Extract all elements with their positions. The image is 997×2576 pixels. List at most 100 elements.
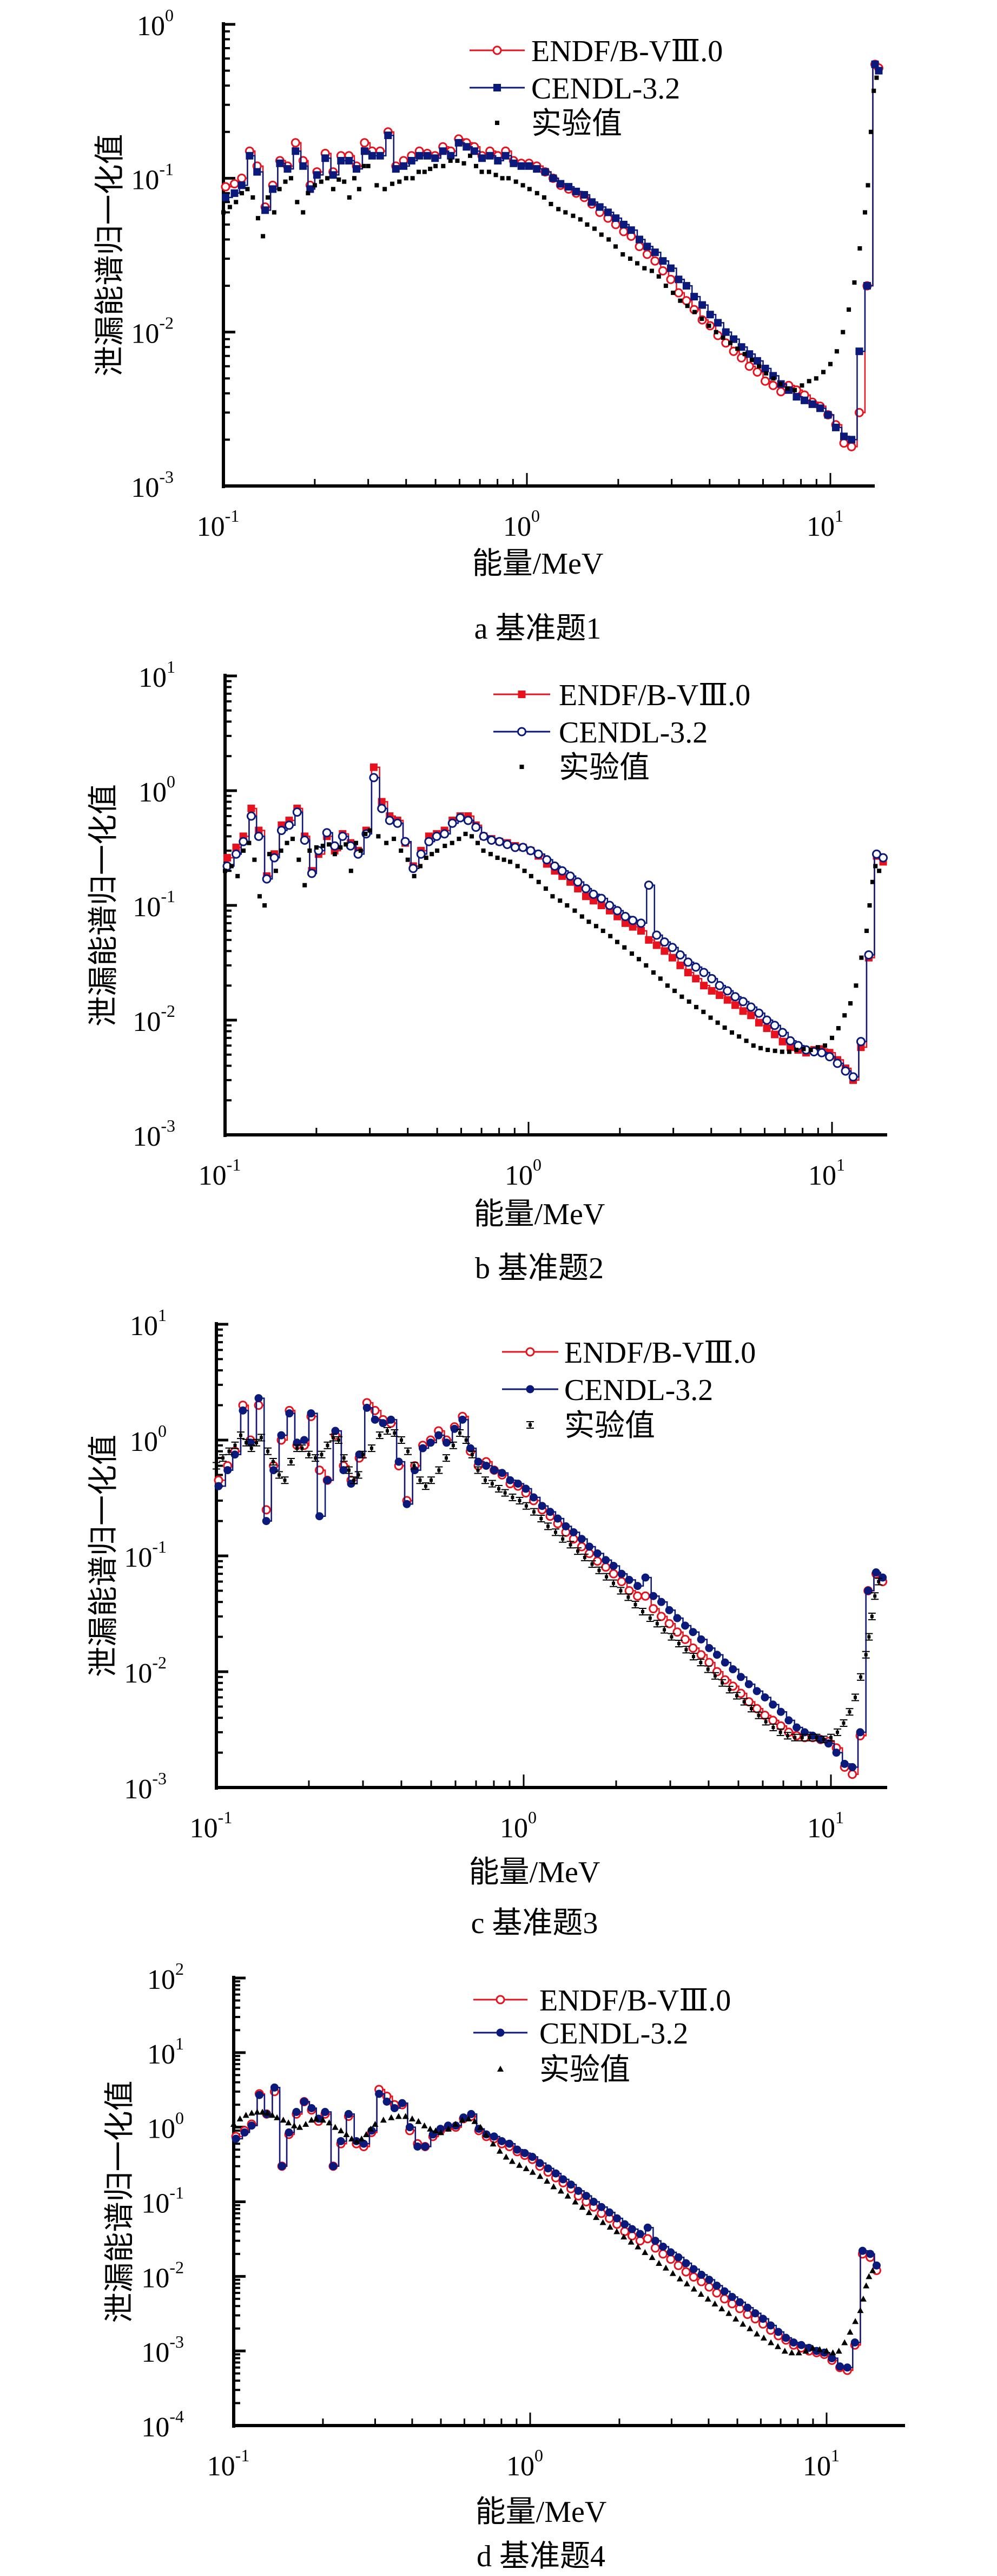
cendl-point	[840, 1759, 849, 1768]
endf-point	[692, 975, 700, 983]
endf-point	[778, 1037, 787, 1046]
cendl-point	[628, 916, 638, 925]
cendl-point	[402, 1500, 411, 1508]
cendl-point	[744, 1680, 753, 1688]
cendl-point	[840, 432, 848, 441]
cendl-point	[643, 242, 651, 251]
exp-point	[672, 988, 677, 993]
exp-point	[701, 1009, 706, 1014]
exp-point	[530, 1508, 538, 1516]
exp-point	[685, 304, 690, 308]
x-tick-exponent: 0	[533, 1155, 542, 1174]
exp-point	[325, 176, 330, 181]
exp-point	[636, 957, 641, 962]
cendl-point	[856, 1728, 864, 1737]
exp-point	[848, 1001, 853, 1006]
exp-point	[795, 2349, 802, 2356]
cendl-point	[872, 2261, 881, 2270]
exp-point	[495, 1484, 503, 1493]
cendl-point	[384, 132, 392, 140]
cendl-point	[850, 2338, 859, 2347]
y-tick-exponent: -2	[152, 1653, 167, 1672]
exp-point	[231, 1441, 239, 1449]
exp-point	[288, 176, 293, 181]
x-tick-exponent: 1	[836, 1155, 845, 1174]
cendl-point	[246, 152, 254, 160]
exp-point	[857, 2307, 864, 2314]
x-tick-base: 10	[807, 1813, 835, 1844]
cendl-point	[510, 843, 520, 852]
exp-point	[279, 848, 283, 853]
exp-point	[776, 1728, 784, 1736]
exp-point	[537, 2173, 544, 2179]
cendl-point	[431, 154, 439, 162]
exp-point	[809, 2344, 816, 2351]
exp-point	[320, 844, 325, 849]
legend-marker	[496, 2028, 505, 2037]
cendl-point	[471, 823, 481, 832]
exp-point	[336, 177, 341, 182]
exp-point	[468, 153, 473, 158]
exp-point	[374, 183, 379, 188]
exp-point	[308, 2117, 315, 2123]
cendl-point	[529, 1493, 538, 1502]
exp-point	[435, 1466, 443, 1474]
endf-point	[723, 996, 731, 1004]
cendl-point	[321, 154, 329, 162]
series-exp	[230, 2108, 876, 2356]
series-cendl	[222, 773, 888, 1082]
legend-marker	[493, 84, 501, 91]
exp-point	[513, 179, 518, 184]
exp-point	[404, 176, 408, 181]
exp-point	[834, 1728, 842, 1736]
cendl-point	[331, 1427, 340, 1435]
exp-point	[281, 1476, 289, 1484]
cendl-point	[723, 986, 732, 996]
cendl-point	[824, 1739, 833, 1748]
exp-point	[732, 2315, 740, 2322]
cendl-point	[426, 1438, 435, 1447]
exp-point	[522, 1502, 530, 1510]
cendl-point	[517, 162, 525, 170]
exp-point	[265, 195, 270, 200]
exp-point	[455, 158, 460, 163]
exp-point	[563, 210, 568, 215]
endf-point	[739, 1007, 747, 1015]
legend-item-cendl: CENDL-3.2	[493, 716, 708, 750]
cendl-point	[832, 1749, 841, 1757]
cendl-point	[375, 2089, 384, 2098]
cendl-point	[643, 2223, 652, 2232]
exp-point	[338, 2127, 345, 2133]
exp-point	[408, 2115, 415, 2121]
cendl-point	[761, 1693, 769, 1701]
y-tick-exponent: -1	[169, 2183, 184, 2203]
exp-point	[571, 213, 576, 218]
exp-point	[488, 1480, 496, 1488]
y-axis-title: 泄漏能谱归一化值	[94, 134, 127, 377]
exp-point	[697, 2290, 704, 2297]
exp-point	[704, 2295, 711, 2302]
exp-point	[794, 1048, 799, 1053]
exp-point	[692, 310, 697, 314]
exp-point	[421, 1482, 430, 1490]
legend-item-exp: 实验值	[526, 1409, 655, 1443]
cendl-point	[728, 2292, 736, 2301]
x-tick-base: 10	[803, 2451, 831, 2482]
endf-point	[597, 902, 605, 909]
cendl-point	[762, 1015, 772, 1025]
exp-point	[245, 187, 250, 192]
exp-point	[656, 274, 661, 279]
exp-point	[808, 1048, 813, 1053]
cendl-point	[864, 1586, 873, 1595]
cendl-point	[336, 2137, 345, 2145]
exp-point	[740, 1698, 748, 1706]
exp-point	[347, 195, 352, 200]
cendl-point	[746, 1002, 756, 1012]
exp-point	[422, 169, 427, 174]
cendl-point	[797, 2341, 805, 2349]
exp-point	[477, 2124, 484, 2130]
y-tick-label: 10-4	[141, 2407, 184, 2443]
exp-point	[676, 2275, 683, 2282]
cendl-point	[553, 1514, 562, 1523]
cendl-point	[855, 347, 863, 356]
